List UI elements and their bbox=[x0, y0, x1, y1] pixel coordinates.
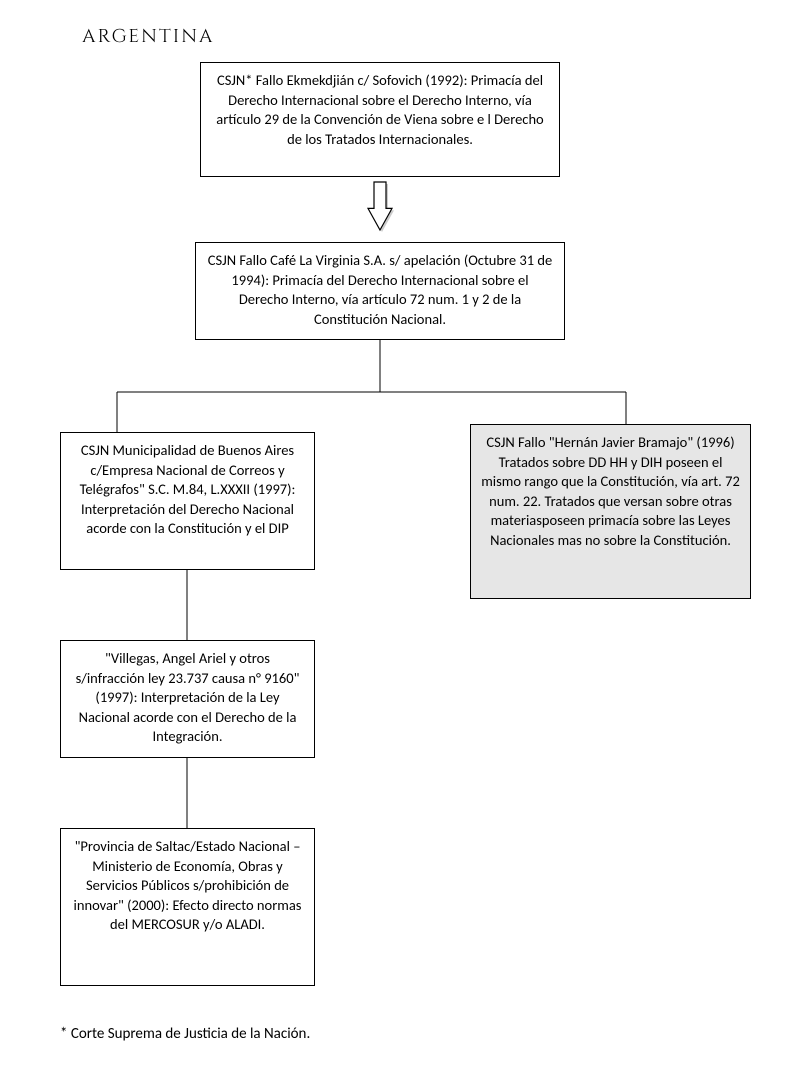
footnote: * Corte Suprema de Justicia de la Nación… bbox=[60, 1025, 310, 1043]
connectors-layer bbox=[0, 0, 810, 1074]
